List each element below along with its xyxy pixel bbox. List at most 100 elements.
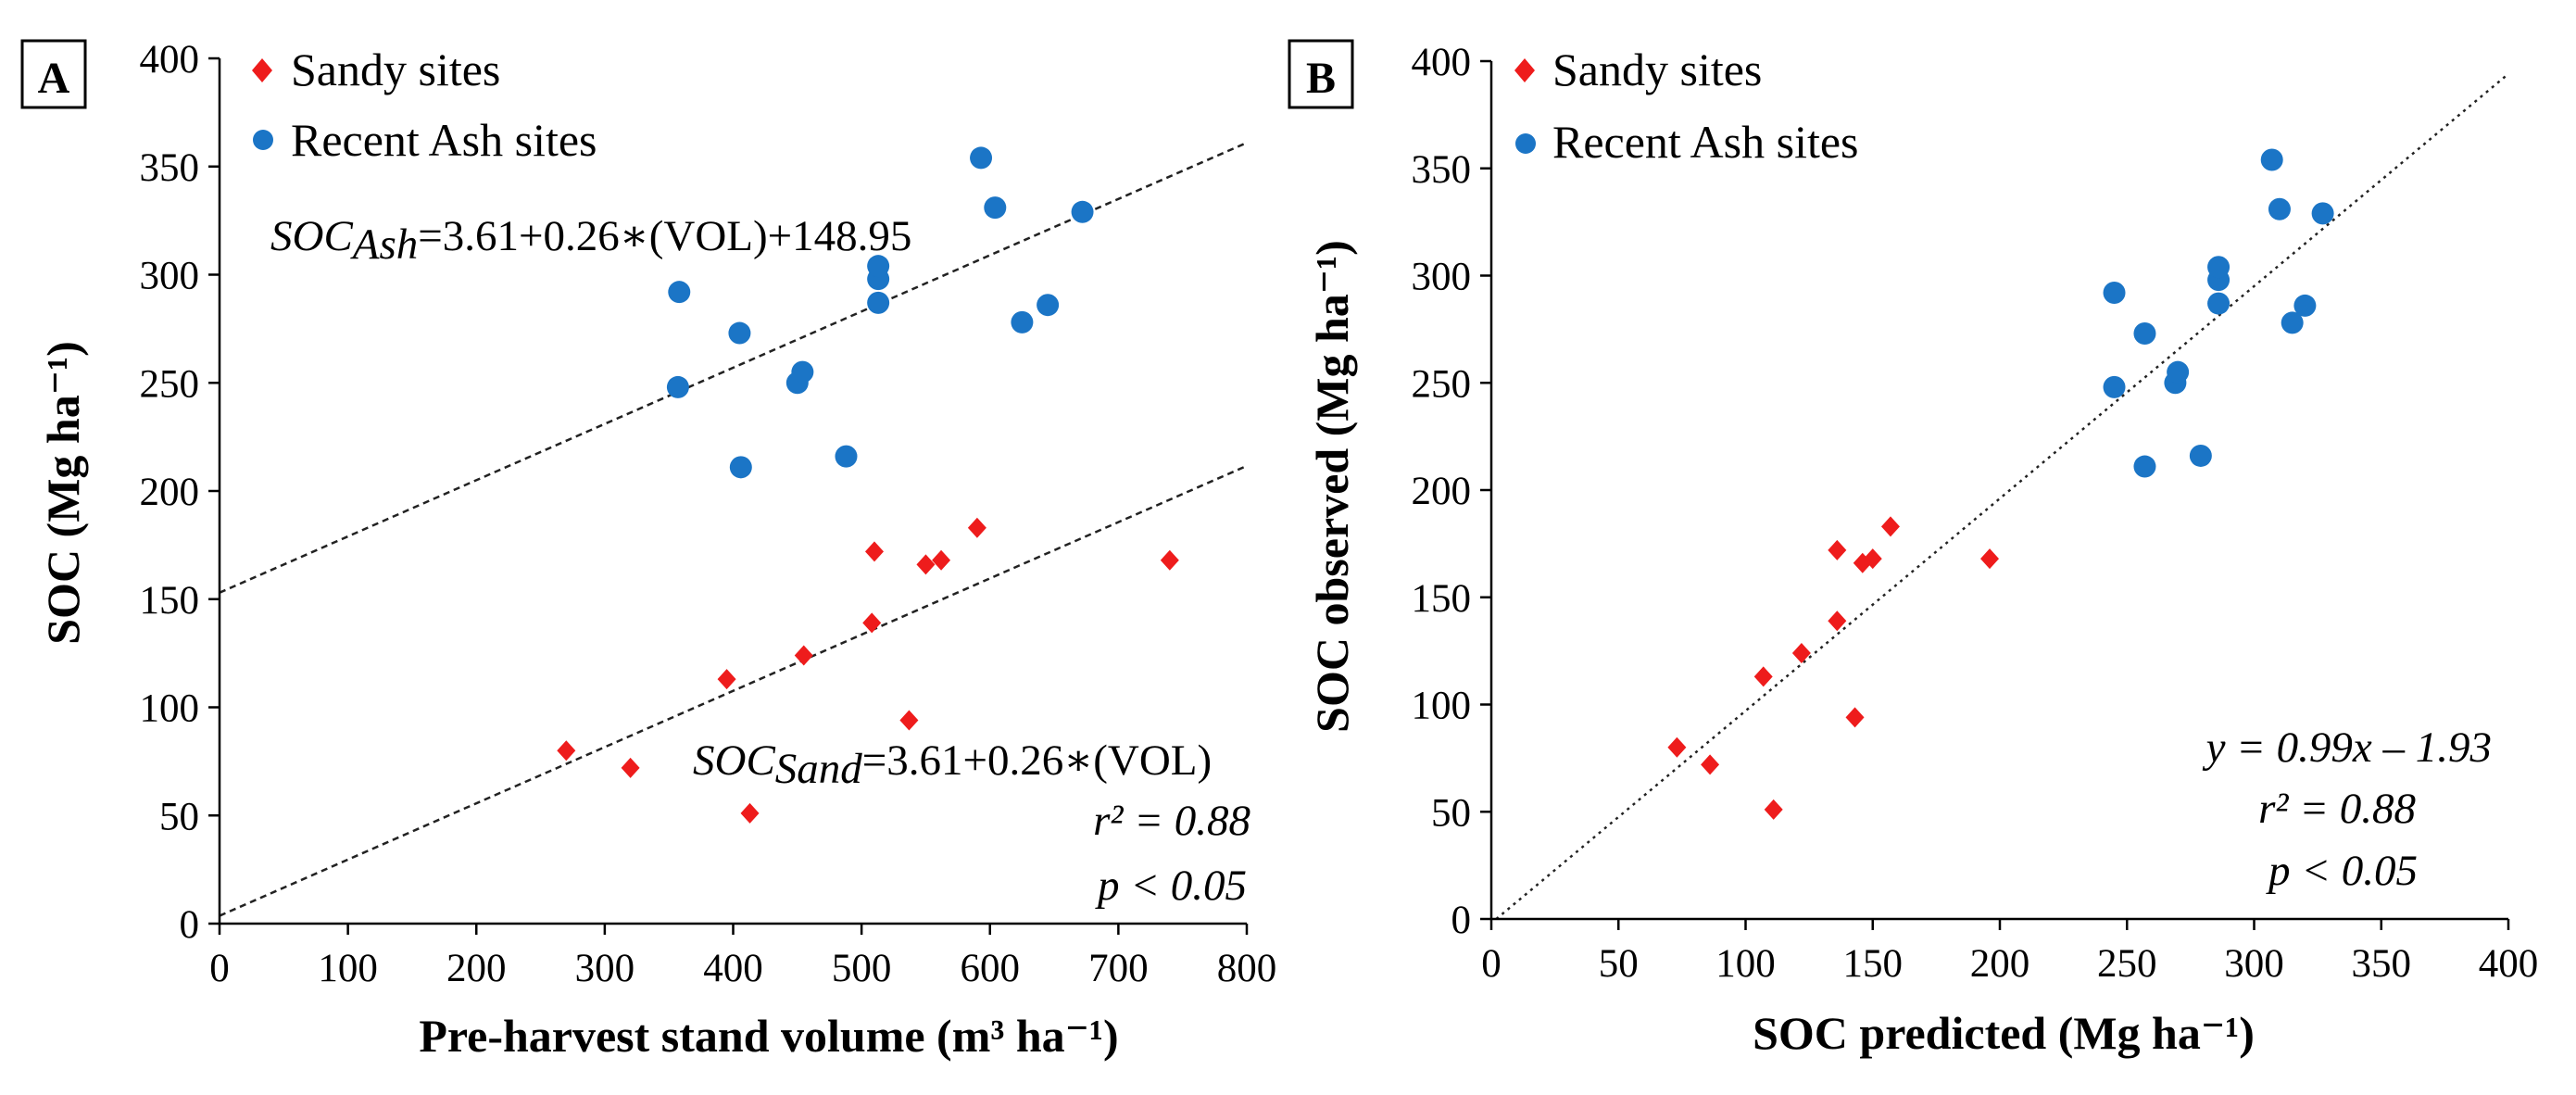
ash-site-point xyxy=(2103,375,2126,398)
panel-a-p: p < 0.05 xyxy=(1095,862,1247,910)
panel-a-chart: A Sandy sites Recent Ash sites 0 100 200 30… xyxy=(20,38,1277,1062)
panel-b-eq: y = 0.99x – 1.93 xyxy=(2203,724,2492,772)
panel-a-axes: 0 100 200 300 400 500 600 700 800 0 50 100 150 200 250… xyxy=(140,38,1277,990)
legend-ash-label: Recent Ash sites xyxy=(291,114,597,166)
ash-site-point xyxy=(791,360,814,384)
ash-site-point xyxy=(835,445,858,468)
x-tick-label: 350 xyxy=(2352,942,2412,986)
panel-b-trendlines xyxy=(1495,72,2509,920)
sandy-site-point xyxy=(916,554,936,575)
x-tick-label: 100 xyxy=(318,947,378,990)
panel-b-letter: B xyxy=(1306,54,1336,103)
trendline xyxy=(1495,72,2509,920)
legend-ash-marker xyxy=(253,130,273,150)
eq-ash-rest: =3.61+0.26∗(VOL)+148.95 xyxy=(418,212,911,260)
panel-b-legend: Sandy sites Recent Ash sites xyxy=(1514,44,1859,168)
y-tick-label: 350 xyxy=(1412,148,1472,192)
panel-b-axes: 0 50 100 150 200 250 300 350 400 0 50 100 150 200 250 3… xyxy=(1412,41,2539,986)
y-tick-label: 400 xyxy=(1412,41,1472,84)
y-tick-label: 100 xyxy=(140,687,200,731)
eq-ash: SOCAsh=3.61+0.26∗(VOL)+148.95 xyxy=(270,212,911,269)
eq-sand: SOCSand=3.61+0.26∗(VOL) xyxy=(693,736,1212,793)
y-tick-label: 0 xyxy=(1451,899,1472,942)
legend-sandy-marker xyxy=(1514,58,1535,82)
ash-site-point xyxy=(729,456,752,479)
ash-site-point xyxy=(2167,360,2190,384)
sandy-site-point xyxy=(1764,799,1783,820)
x-tick-label: 150 xyxy=(1843,942,1904,986)
ash-site-point xyxy=(668,281,691,304)
x-tick-label: 500 xyxy=(832,947,892,990)
ash-site-point xyxy=(2268,197,2291,220)
x-tick-label: 200 xyxy=(446,947,507,990)
y-tick-label: 300 xyxy=(140,255,200,298)
sandy-site-point xyxy=(932,549,951,571)
y-tick-label: 0 xyxy=(180,903,200,947)
ash-site-point xyxy=(1037,294,1060,317)
ash-site-point xyxy=(2311,202,2334,225)
ash-site-point xyxy=(970,146,993,170)
ash-site-point xyxy=(2133,322,2156,346)
x-tick-label: 400 xyxy=(703,947,763,990)
ash-site-point xyxy=(867,291,890,314)
x-tick-label: 0 xyxy=(1481,942,1502,986)
ash-site-point xyxy=(2189,444,2212,467)
y-tick-label: 300 xyxy=(1412,256,1472,299)
legend-sandy-label: Sandy sites xyxy=(1552,44,1762,95)
x-tick-label: 50 xyxy=(1599,942,1639,986)
panel-a-marks xyxy=(557,146,1179,824)
x-tick-label: 300 xyxy=(575,947,635,990)
panel-b-r2: r² = 0.88 xyxy=(2258,785,2416,833)
y-tick-label: 250 xyxy=(140,362,200,406)
panel-b-p: p < 0.05 xyxy=(2266,847,2418,895)
panel-a-letter-box xyxy=(20,39,87,109)
y-tick-label: 350 xyxy=(140,146,200,190)
y-tick-label: 250 xyxy=(1412,362,1472,406)
y-tick-label: 200 xyxy=(140,471,200,514)
sandy-site-point xyxy=(967,517,986,538)
x-tick-label: 0 xyxy=(209,947,230,990)
y-tick-label: 50 xyxy=(1431,791,1471,835)
sandy-site-point xyxy=(1828,539,1847,560)
panel-a-r2: r² = 0.88 xyxy=(1093,797,1250,845)
panel-a-legend: Sandy sites Recent Ash sites xyxy=(252,44,597,166)
trendline xyxy=(219,464,1248,917)
ash-site-point xyxy=(2103,282,2126,305)
legend-sandy-marker xyxy=(252,58,272,82)
x-tick-label: 600 xyxy=(961,947,1021,990)
sandy-site-point xyxy=(621,757,640,778)
ash-site-point xyxy=(2133,455,2156,478)
panel-b-letter-box xyxy=(1288,39,1354,109)
sandy-site-point xyxy=(740,802,760,824)
x-tick-label: 300 xyxy=(2224,942,2284,986)
y-tick-label: 400 xyxy=(140,38,200,82)
y-tick-label: 150 xyxy=(140,579,200,623)
ash-site-point xyxy=(984,196,1007,220)
sandy-site-point xyxy=(1863,548,1882,570)
x-tick-label: 250 xyxy=(2097,942,2157,986)
y-tick-label: 150 xyxy=(1412,577,1472,621)
sandy-site-point xyxy=(864,541,884,562)
panel-a-x-axis-title: Pre-harvest stand volume (m³ ha⁻¹) xyxy=(419,1010,1118,1062)
y-tick-label: 200 xyxy=(1412,470,1472,513)
legend-sandy-label: Sandy sites xyxy=(291,44,500,95)
ash-site-point xyxy=(1011,310,1034,334)
x-tick-label: 700 xyxy=(1088,947,1149,990)
eq-ash-prefix: SOC xyxy=(270,212,353,260)
eq-ash-sub: Ash xyxy=(350,220,419,269)
legend-ash-label: Recent Ash sites xyxy=(1552,116,1859,168)
sandy-site-point xyxy=(1828,610,1847,632)
ash-site-point xyxy=(1071,200,1094,223)
ash-site-point xyxy=(867,255,890,278)
panel-b-marks xyxy=(1667,148,2334,820)
panel-b-y-axis-title: SOC observed (Mg ha⁻¹) xyxy=(1306,240,1358,733)
ash-site-point xyxy=(2281,311,2304,334)
sandy-site-point xyxy=(1667,736,1687,758)
x-tick-label: 200 xyxy=(1970,942,2030,986)
sandy-site-point xyxy=(1701,754,1720,775)
sandy-site-point xyxy=(1845,707,1865,728)
eq-sand-prefix: SOC xyxy=(693,736,775,785)
sandy-site-point xyxy=(557,740,576,761)
sandy-site-point xyxy=(862,612,882,634)
